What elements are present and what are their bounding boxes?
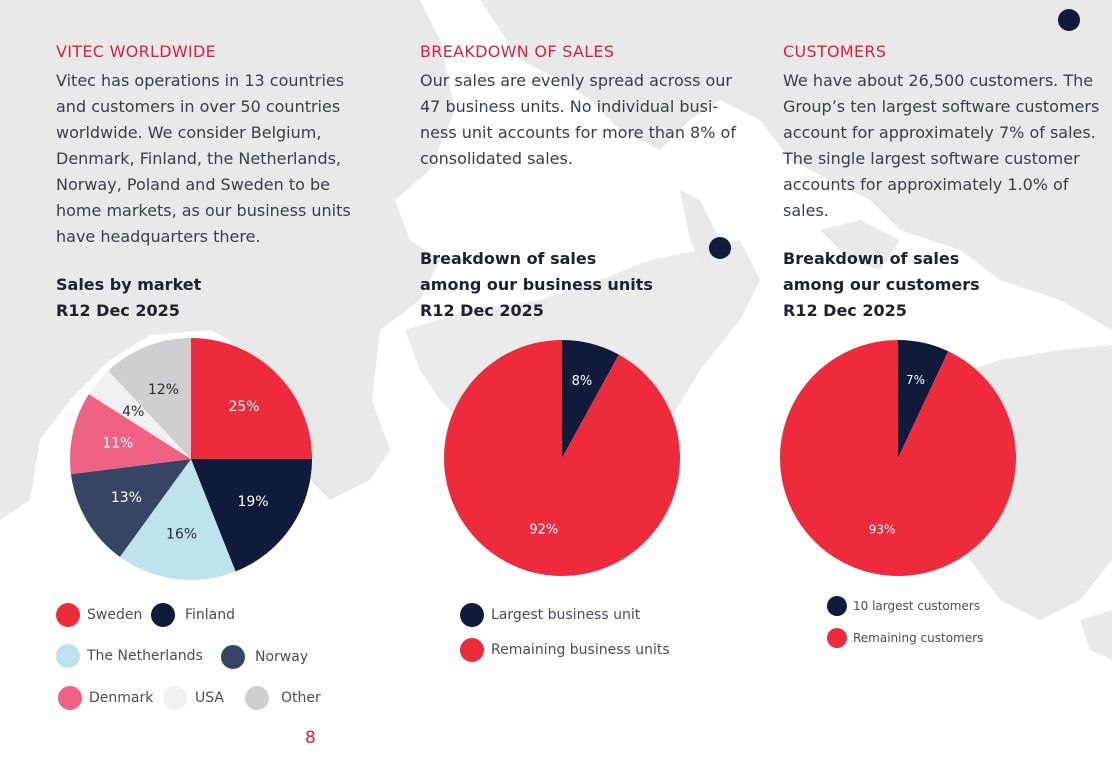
pie-slice-label: 8% [572,374,593,389]
pie-slice-denmark [70,394,191,475]
pie-slice-usa [88,370,191,459]
legend-item-largest-customers: 10 largest customers [827,596,980,616]
legend-item-denmark: Denmark [58,686,153,710]
pie-slice-label: 13% [111,490,142,506]
section-heading: BREAKDOWN OF SALES [420,42,615,61]
legend-label: USA [195,690,224,706]
legend-swatch [827,596,847,616]
legend-item-other: Other [245,686,321,710]
legend-item-remaining-units: Remaining business units [460,638,670,662]
pie-slice-label: 92% [529,522,558,537]
legend-label: Denmark [89,690,154,706]
legend-label: The Netherlands [87,648,203,664]
pie-slice-label: 12% [148,382,179,398]
pie-slice-label: 19% [237,494,268,510]
legend-item-norway: Norway [221,645,308,669]
legend-swatch [245,686,269,710]
legend-label: Remaining business units [491,642,670,658]
pie-slice-label: 11% [102,436,133,452]
legend-label: 10 largest customers [853,599,981,613]
chart-title-line: among our business units [420,275,653,294]
legend-swatch [56,644,80,668]
legend-item-usa: USA [163,686,224,710]
section-heading: VITEC WORLDWIDE [56,42,217,61]
chart-title-line: Breakdown of sales [783,249,960,268]
legend-label: Remaining customers [853,631,984,645]
section-worldwide: VITEC WORLDWIDE Vitec has operations in … [56,42,366,250]
pie-slice-label: 93% [869,523,896,537]
legend-item-sweden: Sweden [56,603,142,627]
chart-title-line: Breakdown of sales [420,249,597,268]
section-body: Vitec has operations in 13 countries and… [56,71,351,246]
legend-swatch [56,603,80,627]
chart-title-line: Sales by market [56,275,202,294]
legend-item-netherlands: The Netherlands [56,644,203,668]
pie-slice-label: 7% [906,373,925,387]
chart-title-line: R12 Dec 2025 [783,301,907,320]
section-customers: CUSTOMERS We have about 26,500 customers… [783,42,1108,224]
legend-item-finland: Finland [151,603,235,627]
section-sales: BREAKDOWN OF SALES Our sales are evenly … [420,42,745,172]
legend-label: Finland [185,607,236,623]
legend-item-remaining-customers: Remaining customers [827,628,983,648]
pie-slice-finland [191,459,312,572]
chart-title-customers: Breakdown of sales among our customers R… [783,246,1103,324]
legend-item-largest-unit: Largest business unit [460,603,640,627]
decorative-dot [1058,9,1080,31]
chart-title-business-units: Breakdown of sales among our business un… [420,246,740,324]
legend-swatch [58,686,82,710]
pie-slice-largest-business-unit [562,340,619,458]
chart-title-line: among our customers [783,275,980,294]
section-heading: CUSTOMERS [783,42,887,61]
chart-title-sales-by-market: Sales by market R12 Dec 2025 [56,272,356,324]
pie-slice-sweden [191,338,312,459]
legend-label: Other [281,690,321,706]
legend-label: Largest business unit [491,607,641,623]
pie-slice-remaining-customers [779,340,1017,576]
section-body: We have about 26,500 customers. The Grou… [783,71,1100,220]
section-body: Our sales are evenly spread across our 4… [420,71,736,168]
pie-slice-10-largest-customers [898,340,949,458]
pie-slice-label: 25% [228,399,259,415]
pie-slice-other [108,338,191,459]
legend-swatch [460,603,484,627]
pie-slice-label: 16% [166,526,197,542]
legend-swatch [827,628,847,648]
legend-swatch [221,645,245,669]
legend-label: Sweden [87,607,143,623]
legend-swatch [151,603,175,627]
legend-swatch [163,686,187,710]
pie-slice-norway [70,459,191,557]
decorative-dot [709,237,731,259]
chart-title-line: R12 Dec 2025 [56,301,180,320]
pie-slice-label: 4% [122,404,144,420]
legend-label: Norway [255,649,309,665]
page-number: 8 [305,728,316,748]
legend-swatch [460,638,484,662]
chart-title-line: R12 Dec 2025 [420,301,544,320]
pie-slice-the-netherlands [119,459,236,580]
pie-slice-remaining-business-units [443,340,680,576]
